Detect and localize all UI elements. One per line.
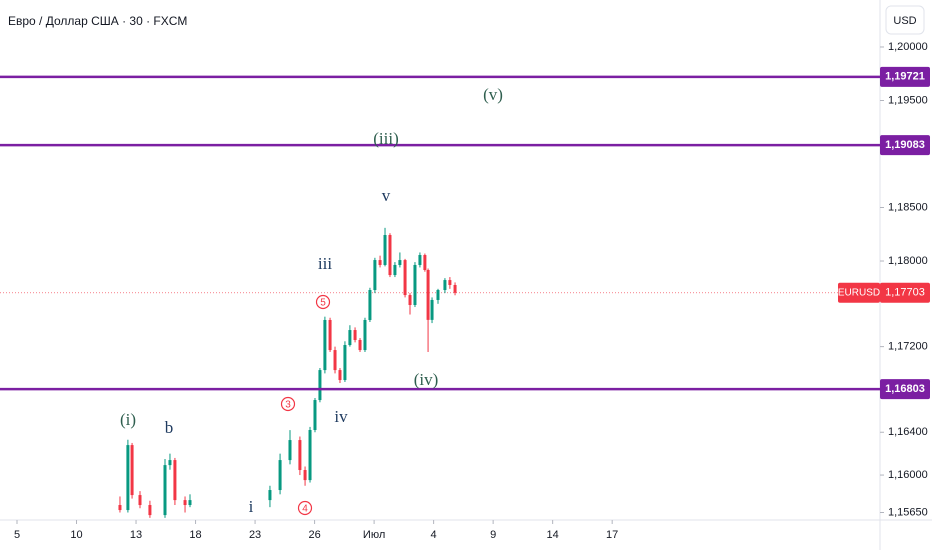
candle-body [148, 505, 152, 516]
wave-label: 3 [285, 400, 291, 411]
candle-body [138, 495, 142, 506]
y-tick-label: 1,18500 [888, 201, 928, 213]
candle-body [403, 260, 407, 296]
candle-body [298, 440, 302, 471]
x-tick-label: 9 [490, 529, 496, 541]
x-tick-label: 23 [249, 529, 261, 541]
y-tick-label: 1,18000 [888, 255, 928, 267]
candle-body [118, 505, 122, 511]
wave-label: (iv) [414, 370, 439, 389]
candle-body [130, 445, 134, 496]
level-label: 1,16803 [885, 383, 925, 395]
wave-circle [280, 396, 296, 412]
x-tick-label: 10 [70, 529, 82, 541]
currency-label[interactable]: USD [893, 15, 916, 27]
wave-label: b [165, 418, 174, 437]
candle-body [323, 319, 327, 371]
level-label-box [880, 66, 930, 87]
candle-body [188, 500, 192, 506]
candle-body [398, 260, 402, 265]
x-tick-label: 13 [130, 529, 142, 541]
candle-body [393, 264, 397, 276]
candle-body [303, 470, 307, 481]
candle-body [443, 280, 447, 291]
wave-label: iv [334, 407, 348, 426]
y-tick-label: 1,16000 [888, 469, 928, 481]
candle-body [126, 445, 130, 511]
wave-label: iii [318, 254, 332, 273]
wave-circle [297, 500, 313, 516]
level-label-box [880, 379, 930, 400]
candle-body [408, 295, 412, 306]
candle-body [338, 370, 342, 381]
x-tick-label: 14 [547, 529, 559, 541]
candle-body [308, 429, 312, 481]
candle-body [413, 264, 417, 306]
candle-body [358, 339, 362, 351]
candle-body [173, 460, 177, 501]
wave-label: (v) [483, 85, 503, 104]
candle-body [430, 299, 434, 320]
x-tick-label: 17 [606, 529, 618, 541]
wave-label: v [382, 186, 391, 205]
last-price-label: 1,17703 [885, 287, 925, 299]
symbol-box [838, 282, 880, 303]
wave-label: (iii) [373, 129, 399, 148]
candle-body [268, 490, 272, 501]
y-tick-label: 1,17200 [888, 341, 928, 353]
candle-body [183, 500, 187, 506]
candle-body [363, 319, 367, 351]
candle-body [168, 460, 172, 466]
wave-label: i [249, 497, 254, 516]
symbol-label: EURUSD [838, 287, 880, 298]
candle-body [288, 440, 292, 461]
symbol-title: Евро / Доллар США · 30 · FXCM [8, 14, 187, 28]
candle-body [373, 260, 377, 291]
candle-body [453, 284, 457, 293]
wave-label: 4 [302, 504, 308, 515]
last-price-box [880, 282, 930, 303]
candle-body [423, 255, 427, 271]
y-tick-label: 1,16400 [888, 426, 928, 438]
candle-body [383, 235, 387, 265]
candle-body [343, 345, 347, 381]
candle-body [163, 465, 167, 516]
y-tick-label: 1,20000 [888, 41, 928, 53]
candle-body [436, 290, 440, 300]
x-tick-label: 26 [308, 529, 320, 541]
candle-body [388, 235, 392, 276]
wave-circle [315, 294, 331, 310]
level-label-box [880, 135, 930, 156]
candle-body [313, 400, 317, 430]
candle-body [418, 255, 422, 265]
x-tick-label: 18 [189, 529, 201, 541]
candle-body [278, 460, 282, 491]
candle-body [368, 290, 372, 320]
candle-body [318, 370, 322, 401]
candle-body [333, 350, 337, 371]
candle-body [328, 319, 332, 351]
level-label: 1,19083 [885, 139, 925, 151]
x-tick-label: 4 [431, 529, 437, 541]
wave-label: 5 [320, 298, 326, 309]
y-tick-label: 1,19500 [888, 94, 928, 106]
candle-body [348, 330, 352, 346]
x-tick-label: 5 [14, 529, 20, 541]
wave-label: (i) [120, 410, 136, 429]
candle-body [378, 260, 382, 265]
candle-body [353, 330, 357, 340]
currency-button[interactable] [885, 5, 925, 35]
candle-body [448, 280, 452, 285]
level-label: 1,19721 [885, 71, 925, 83]
x-tick-label: Июл [363, 529, 385, 541]
candle-body [426, 270, 430, 320]
y-tick-label: 1,15650 [888, 506, 928, 518]
